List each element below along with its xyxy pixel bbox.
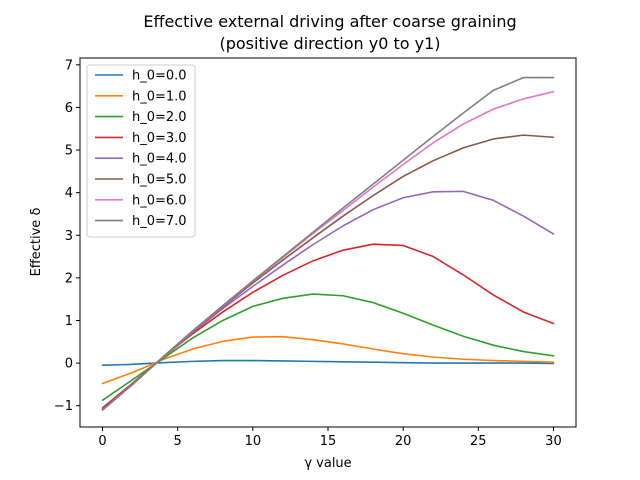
legend-frame	[86, 64, 196, 238]
y-tick-label: 3	[65, 229, 73, 244]
chart-title-line-1: Effective external driving after coarse …	[143, 12, 516, 31]
y-tick-label: 1	[65, 314, 73, 329]
legend-label-1: h_0=1.0	[132, 89, 187, 104]
legend-label-6: h_0=6.0	[132, 193, 187, 208]
series-group	[101, 76, 555, 411]
x-tick-label: 20	[395, 434, 412, 449]
y-tick-label: −1	[54, 399, 73, 414]
x-tick-label: 10	[245, 434, 262, 449]
y-axis-ticks: −1 0 1 2 3 4 5 6 7	[54, 58, 80, 414]
series-line-7	[101, 76, 555, 411]
legend-label-7: h_0=7.0	[132, 214, 187, 229]
y-tick-label: 7	[65, 58, 73, 73]
x-tick-label: 0	[98, 434, 106, 449]
legend-label-5: h_0=5.0	[132, 173, 187, 188]
y-tick-label: 5	[65, 144, 73, 159]
y-tick-label: 6	[65, 101, 73, 116]
x-tick-label: 30	[545, 434, 562, 449]
x-tick-label: 15	[320, 434, 337, 449]
y-tick-label: 2	[65, 271, 73, 286]
legend-label-0: h_0=0.0	[132, 69, 187, 84]
x-tick-label: 25	[470, 434, 487, 449]
x-tick-label: 5	[174, 434, 182, 449]
legend-label-3: h_0=3.0	[132, 131, 187, 146]
chart-title-line-2: (positive direction y0 to y1)	[219, 34, 440, 53]
plot-area	[79, 57, 577, 428]
x-axis-ticks: 0 5 10 15 20 25 30	[98, 427, 562, 449]
y-axis-label: Effective δ	[29, 208, 44, 277]
y-tick-label: 0	[65, 357, 73, 372]
legend-label-4: h_0=4.0	[132, 152, 187, 167]
legend-label-2: h_0=2.0	[132, 110, 187, 125]
legend: h_0=0.0 h_0=1.0 h_0=2.0 h_0=3.0 h_0=4.0 h_0=5…	[86, 64, 196, 238]
series-line-1	[101, 335, 555, 385]
series-line-0	[101, 359, 555, 367]
x-axis-label: γ value	[304, 456, 351, 471]
series-line-2	[101, 293, 555, 401]
y-tick-label: 4	[65, 186, 73, 201]
